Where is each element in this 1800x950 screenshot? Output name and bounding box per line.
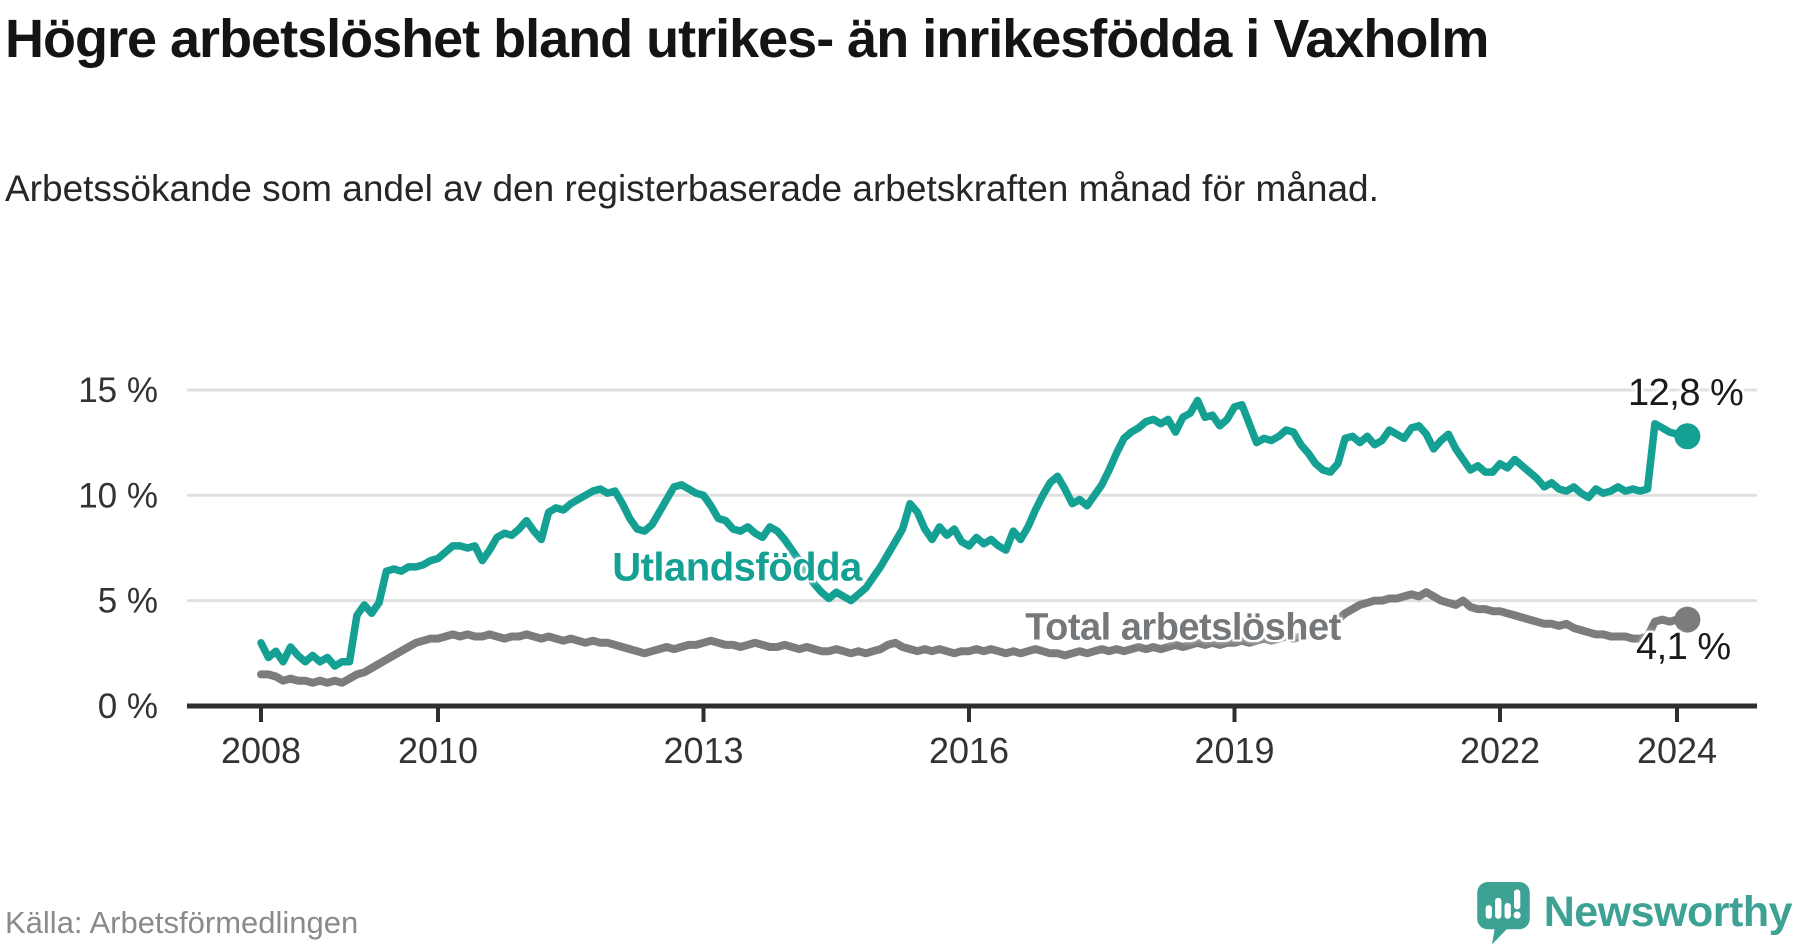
page-title: Högre arbetslöshet bland utrikes- än inr… (5, 9, 1489, 69)
line-total-arbetsloshet (257, 588, 1689, 687)
x-tick-label-2022: 2022 (1460, 730, 1540, 771)
end-dot-total-arbetsloshet (1674, 606, 1701, 633)
x-tick-label-2010: 2010 (398, 730, 478, 771)
y-tick-label-15: 15 % (78, 371, 158, 410)
y-tick-label-0: 0 % (98, 687, 158, 726)
brand-footer: Newsworthy (1476, 882, 1793, 950)
end-value-label-total: 4,1 % (1636, 626, 1731, 668)
series-label-utlandsfodda: Utlandsfödda (612, 545, 862, 590)
x-tick-label-2024: 2024 (1637, 730, 1717, 771)
end-value-label-utlandsfodda: 12,8 % (1628, 372, 1744, 414)
x-tick-label-2019: 2019 (1194, 730, 1274, 771)
y-tick-label-5: 5 % (98, 582, 158, 621)
x-tick-label-2013: 2013 (663, 730, 743, 771)
newsworthy-logo-icon (1476, 882, 1530, 950)
x-tick-label-2016: 2016 (929, 730, 1009, 771)
series-label-total-arbetsloshet: Total arbetslöshet (1025, 606, 1341, 649)
line-utlandsfodda (257, 396, 1689, 670)
y-tick-label-10: 10 % (78, 476, 158, 515)
page-subtitle: Arbetssökande som andel av den registerb… (5, 168, 1379, 209)
source-note: Källa: Arbetsförmedlingen (5, 905, 359, 940)
end-dot-utlandsfodda (1674, 423, 1701, 450)
brand-name: Newsworthy (1543, 888, 1793, 936)
x-tick-label-2008: 2008 (221, 730, 301, 771)
